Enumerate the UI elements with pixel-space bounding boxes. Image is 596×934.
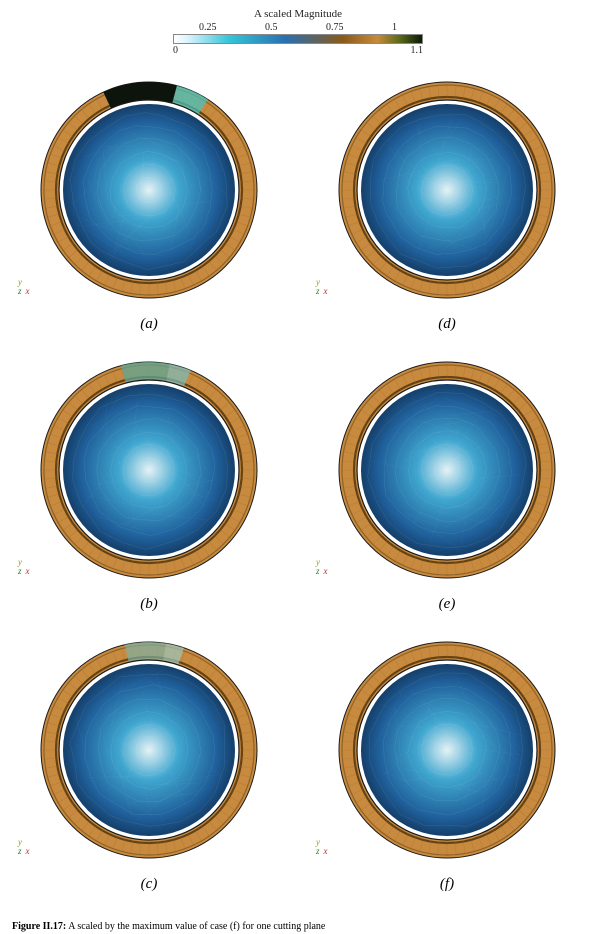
axis-triad: y z x [316,558,328,576]
colorbar-ticks-bottom: 0 1.1 [173,45,423,56]
axis-triad: y z x [18,278,30,296]
cb-tick: 0.75 [326,22,344,33]
subfigure-label-c: (c) [141,876,158,893]
axis-z-label: z [316,567,320,576]
panel-e [327,350,567,590]
axis-x-label: x [26,287,30,296]
axis-triad: y z x [18,838,30,856]
subfigure-label-b: (b) [140,596,158,613]
panel-d [327,70,567,310]
axis-triad: y z x [18,558,30,576]
subfigure-label-d: (d) [438,316,456,333]
cb-min: 0 [173,45,178,56]
panel-c [29,630,269,870]
axis-z-label: z [316,847,320,856]
cb-tick: 1 [392,22,397,33]
figure-caption: Figure II.17: A scaled by the maximum va… [12,921,584,932]
panel-grid: y z x (a) y z x (d) [0,70,596,910]
subfigure-label-a: (a) [140,316,158,333]
axis-z-label: z [18,567,22,576]
subfigure-label-f: (f) [440,876,454,893]
colorbar-ticks-top: 0.25 0.5 0.75 1 [173,22,423,33]
cell-e: y z x (e) [298,350,596,630]
axis-triad: y z x [316,278,328,296]
colorbar: A scaled Magnitude 0.25 0.5 0.75 1 0 1.1 [173,8,423,56]
axis-triad: y z x [316,838,328,856]
cb-tick: 0.25 [199,22,217,33]
axis-x-label: x [324,287,328,296]
axis-x-label: x [324,567,328,576]
panel-f [327,630,567,870]
cell-d: y z x (d) [298,70,596,350]
cell-a: y z x (a) [0,70,298,350]
colorbar-title: A scaled Magnitude [173,8,423,20]
panel-b [29,350,269,590]
colorbar-gradient [173,34,423,44]
axis-x-label: x [324,847,328,856]
axis-z-label: z [18,847,22,856]
panel-a [29,70,269,310]
cb-tick: 0.5 [265,22,278,33]
cell-c: y z x (c) [0,630,298,910]
axis-x-label: x [26,847,30,856]
cell-b: y z x (b) [0,350,298,630]
cell-f: y z x (f) [298,630,596,910]
subfigure-label-e: (e) [439,596,456,613]
axis-x-label: x [26,567,30,576]
cb-max: 1.1 [411,45,424,56]
axis-z-label: z [316,287,320,296]
axis-z-label: z [18,287,22,296]
